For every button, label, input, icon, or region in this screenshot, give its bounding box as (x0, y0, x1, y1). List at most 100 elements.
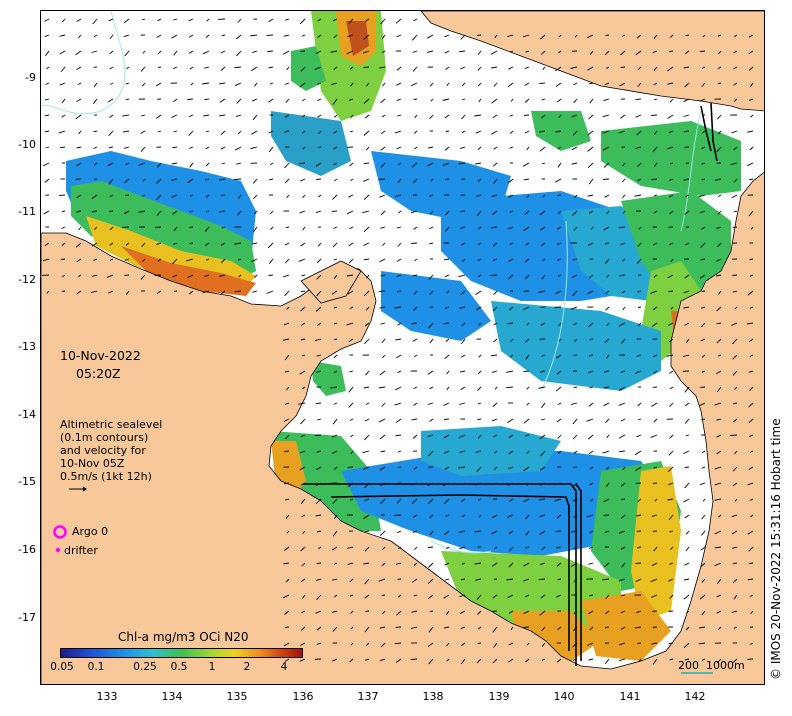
velocity-arrow (314, 66, 322, 71)
velocity-arrow (574, 34, 578, 38)
velocity-arrow (540, 34, 546, 40)
velocity-arrow (317, 82, 322, 85)
velocity-arrow (494, 34, 498, 39)
velocity-arrow (698, 626, 706, 629)
velocity-arrow (302, 34, 306, 37)
velocity-arrow (733, 50, 738, 54)
velocity-arrow (634, 450, 642, 456)
map-panel[interactable] (40, 10, 765, 685)
velocity-arrow (571, 162, 578, 165)
velocity-arrow (238, 194, 242, 199)
velocity-arrow (364, 338, 370, 345)
velocity-arrow (171, 194, 178, 198)
velocity-arrow (477, 370, 482, 375)
velocity-arrow (670, 258, 674, 262)
velocity-arrow (252, 290, 258, 293)
velocity-arrow (395, 338, 402, 341)
velocity-arrow (203, 114, 210, 117)
velocity-arrow (396, 98, 402, 102)
velocity-arrow (346, 210, 354, 215)
velocity-arrow (733, 210, 738, 213)
velocity-arrow (622, 162, 626, 167)
velocity-arrow (478, 226, 482, 230)
velocity-arrow (382, 546, 386, 550)
velocity-arrow (202, 50, 210, 55)
velocity-arrow (716, 386, 722, 393)
map-time: 05:20Z (76, 366, 121, 381)
velocity-arrow (604, 242, 610, 245)
velocity-arrow (44, 98, 50, 101)
velocity-arrow (427, 370, 434, 375)
velocity-arrow (333, 114, 338, 118)
velocity-arrow (460, 290, 466, 296)
velocity-arrow (349, 594, 354, 597)
velocity-arrow (284, 82, 290, 85)
velocity-arrow (445, 210, 450, 216)
velocity-arrow (286, 306, 290, 310)
velocity-arrow (285, 386, 290, 391)
velocity-arrow (446, 658, 450, 662)
velocity-arrow (459, 594, 466, 598)
velocity-arrow (315, 610, 322, 614)
velocity-arrow (154, 274, 162, 277)
velocity-arrow (173, 18, 178, 21)
velocity-arrow (235, 114, 242, 118)
velocity-arrow (541, 354, 546, 357)
velocity-arrow (445, 514, 450, 517)
velocity-arrow (459, 50, 466, 53)
velocity-arrow (380, 146, 386, 151)
velocity-arrow (667, 466, 674, 473)
velocity-arrow (510, 626, 514, 631)
velocity-arrow (476, 594, 482, 600)
velocity-arrow (524, 82, 530, 86)
velocity-arrow (637, 498, 642, 503)
velocity-arrow (731, 130, 738, 134)
velocity-arrow (366, 642, 370, 646)
velocity-arrow (267, 50, 274, 52)
velocity-arrow (349, 306, 354, 310)
velocity-arrow (413, 562, 418, 566)
velocity-arrow (350, 130, 354, 133)
velocity-arrow (554, 178, 562, 183)
velocity-arrow (717, 242, 722, 248)
velocity-arrow (590, 498, 594, 502)
velocity-arrow (238, 274, 242, 278)
velocity-arrow (557, 210, 562, 215)
velocity-arrow (347, 466, 354, 468)
velocity-arrow (667, 274, 674, 279)
velocity-arrow (635, 50, 642, 56)
velocity-arrow (365, 370, 370, 376)
velocity-arrow (333, 354, 338, 358)
velocity-arrow (572, 130, 578, 136)
velocity-arrow (460, 386, 466, 390)
velocity-arrow (109, 50, 114, 55)
velocity-arrow (474, 530, 482, 533)
velocity-arrow (254, 82, 258, 87)
velocity-arrow (588, 178, 594, 185)
velocity-arrow (443, 402, 450, 406)
velocity-arrow (364, 498, 370, 502)
velocity-arrow (685, 626, 690, 631)
velocity-arrow (316, 178, 322, 180)
velocity-arrow (668, 482, 674, 486)
velocity-arrow (524, 274, 530, 280)
colorbar-tick: 1 (208, 661, 216, 673)
velocity-arrow (349, 370, 354, 373)
velocity-arrow (365, 306, 370, 311)
velocity-arrow (45, 146, 50, 149)
velocity-arrow (78, 226, 82, 231)
velocity-arrow (396, 290, 402, 293)
velocity-arrow (716, 418, 722, 421)
velocity-arrow (622, 210, 626, 214)
velocity-arrow (302, 130, 306, 134)
velocity-arrow (394, 130, 402, 134)
velocity-arrow (268, 66, 274, 69)
velocity-arrow (331, 434, 338, 438)
velocity-arrow (683, 130, 690, 133)
velocity-arrow (652, 658, 658, 665)
velocity-arrow (348, 386, 354, 393)
velocity-arrow (669, 34, 674, 39)
velocity-arrow (236, 98, 242, 104)
velocity-arrow (492, 562, 498, 567)
velocity-arrow (493, 466, 498, 471)
